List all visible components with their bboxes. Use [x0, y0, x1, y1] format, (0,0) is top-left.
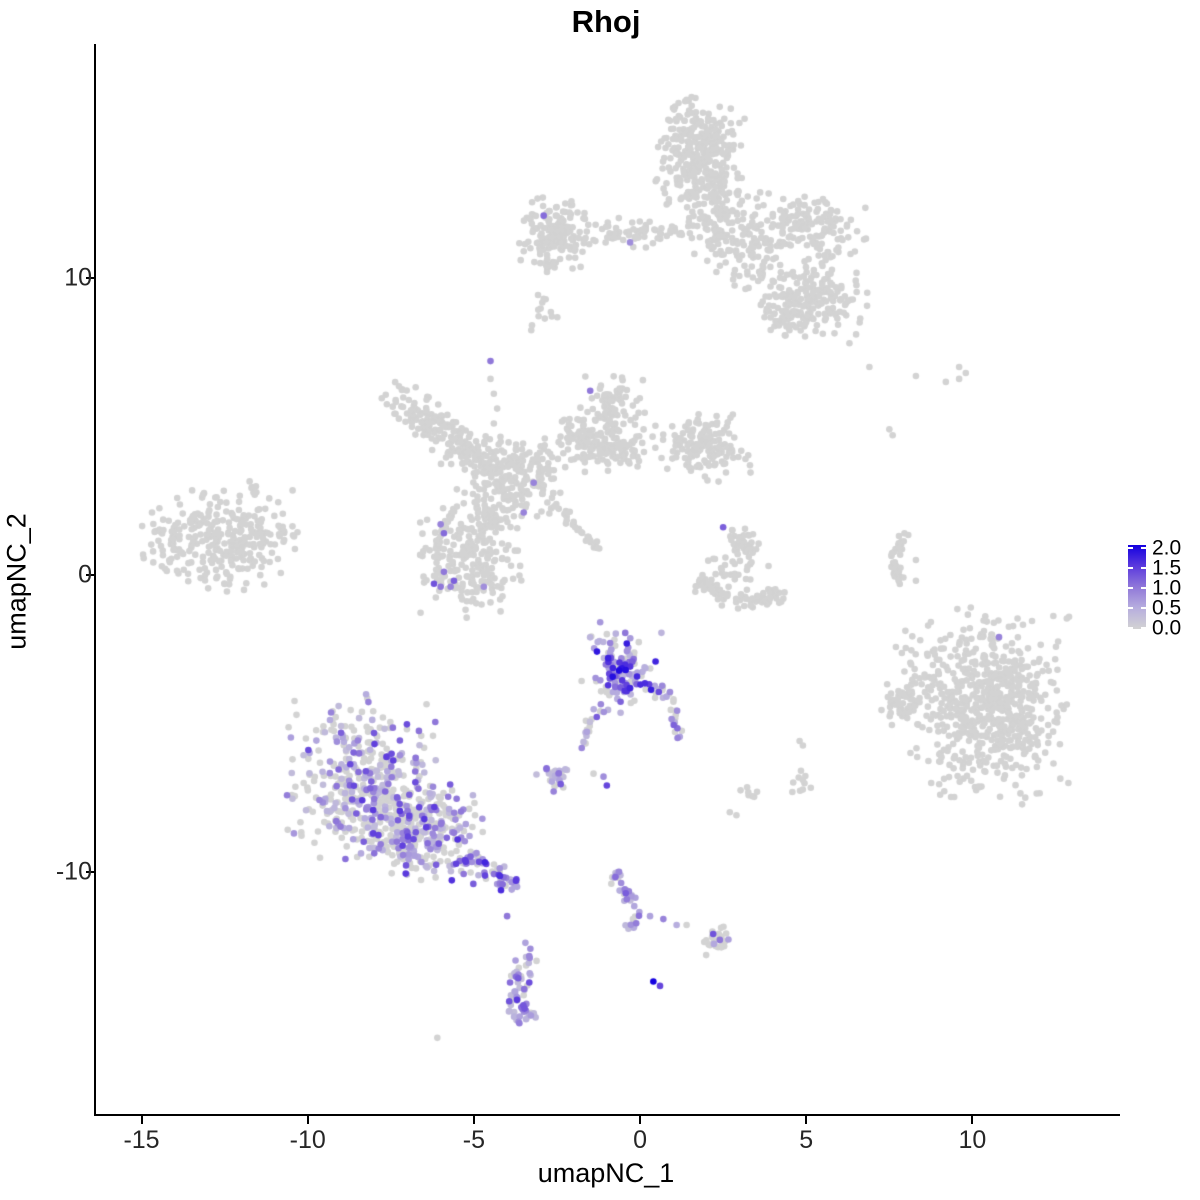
legend-tick-dash [1141, 547, 1146, 549]
x-axis-line [94, 1114, 1120, 1116]
x-tick-label: -10 [289, 1126, 326, 1154]
y-tick-label: 10 [64, 263, 92, 292]
x-tick-label: -5 [462, 1126, 485, 1154]
y-axis-line [94, 44, 96, 1116]
x-tick-mark [306, 1116, 309, 1124]
y-tick-label: -10 [55, 857, 92, 886]
x-tick-label: 5 [799, 1126, 814, 1154]
y-tick-label: 0 [78, 560, 92, 589]
y-tick-mark [86, 276, 94, 279]
legend-tick-dash [1128, 547, 1133, 549]
x-tick-label: 0 [633, 1126, 648, 1154]
legend-tick-dash [1141, 587, 1146, 589]
legend-tick-label: 1.0 [1152, 576, 1182, 600]
legend-tick-label: 0.5 [1152, 596, 1182, 620]
x-tick-mark [805, 1116, 808, 1124]
legend-tick-dash [1128, 607, 1133, 609]
legend-tick-dash [1128, 587, 1133, 589]
y-tick-mark [86, 870, 94, 873]
x-tick-mark [140, 1116, 143, 1124]
x-tick-label: -15 [123, 1126, 160, 1154]
x-tick-label: 10 [958, 1126, 987, 1154]
plot-title: Rhoj [571, 4, 641, 39]
legend-tick-dash [1141, 627, 1146, 629]
legend-tick-dash [1141, 567, 1146, 569]
x-axis-title: umapNC_1 [537, 1158, 675, 1188]
legend-tick-dash [1128, 567, 1133, 569]
x-tick-mark [971, 1116, 974, 1124]
x-tick-mark [472, 1116, 475, 1124]
y-axis-title: umapNC_2 [1, 513, 32, 650]
legend-tick-label: 1.5 [1152, 556, 1182, 580]
legend-tick-dash [1141, 607, 1146, 609]
y-tick-mark [86, 573, 94, 576]
legend-tick-dash [1128, 627, 1133, 629]
legend-tick-label: 0.0 [1152, 616, 1182, 640]
legend-tick-label: 2.0 [1152, 536, 1182, 560]
x-tick-mark [639, 1116, 642, 1124]
